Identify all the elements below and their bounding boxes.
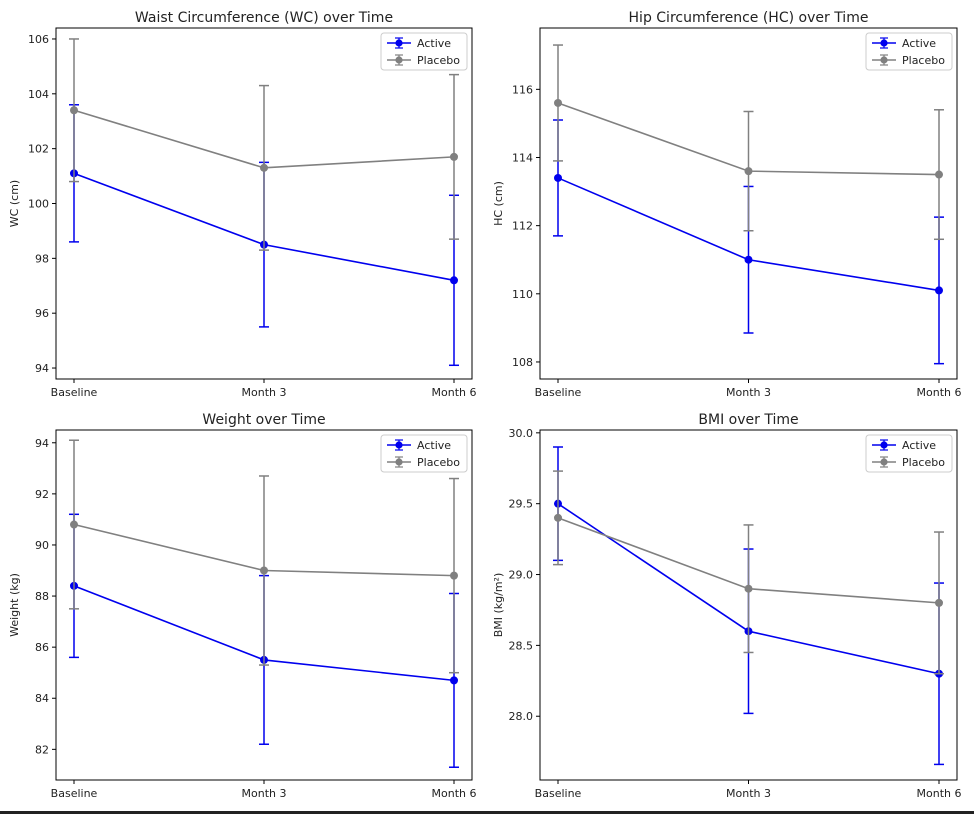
legend-label: Placebo	[417, 54, 460, 67]
y-tick-label: 112	[512, 220, 533, 233]
legend: Active Placebo	[380, 32, 468, 71]
data-point	[554, 173, 562, 182]
chart-panel-4: BMI over Time 28.0 28.5 29.0 29.5 30.0 Baselin…	[492, 412, 961, 800]
data-point	[744, 255, 753, 264]
data-point	[554, 513, 562, 522]
plot-frame	[55, 27, 473, 380]
legend-marker	[395, 39, 403, 47]
y-tick-label: 108	[512, 356, 533, 369]
x-tick-label: Baseline	[51, 787, 98, 800]
y-tick-label: 82	[35, 743, 49, 756]
y-tick-label: 30.0	[509, 427, 534, 440]
legend-label: Active	[417, 37, 451, 50]
legend-label: Active	[417, 439, 451, 452]
y-tick-label: 86	[35, 641, 49, 654]
series-placebo	[69, 38, 459, 251]
y-tick-label: 28.0	[509, 710, 534, 723]
legend-marker	[395, 56, 403, 64]
series-placebo	[69, 439, 459, 674]
x-tick-label: Month 3	[242, 787, 287, 800]
legend-marker	[880, 458, 888, 466]
y-axis-label: Weight (kg)	[8, 573, 21, 637]
legend: Active Placebo	[865, 32, 953, 71]
data-point	[450, 276, 458, 285]
chart-title: Weight over Time	[202, 412, 325, 428]
legend: Active Placebo	[865, 434, 953, 473]
plot-frame	[539, 27, 958, 380]
chart-title: Hip Circumference (HC) over Time	[629, 10, 869, 26]
legend-label: Placebo	[417, 456, 460, 469]
y-tick-label: 94	[35, 437, 49, 450]
legend-marker	[395, 458, 403, 466]
legend-marker	[880, 39, 888, 47]
legend-marker	[880, 56, 888, 64]
legend-label: Active	[902, 37, 936, 50]
data-point	[260, 566, 268, 575]
plot-frame	[55, 429, 473, 781]
y-tick-label: 90	[35, 539, 49, 552]
y-tick-label: 110	[512, 288, 533, 301]
x-tick-label: Month 6	[432, 386, 477, 399]
bottom-border	[0, 811, 974, 814]
legend-label: Active	[902, 439, 936, 452]
x-tick-label: Baseline	[535, 787, 582, 800]
x-tick-label: Month 3	[726, 386, 771, 399]
x-tick-label: Month 3	[242, 386, 287, 399]
y-tick-label: 94	[35, 362, 49, 375]
data-point	[450, 571, 458, 580]
y-tick-label: 88	[35, 590, 49, 603]
plot-frame	[539, 429, 958, 781]
y-tick-label: 96	[35, 307, 49, 320]
y-tick-label: 114	[512, 151, 533, 164]
y-tick-label: 100	[28, 198, 49, 211]
data-point	[935, 286, 943, 295]
data-point	[70, 520, 78, 529]
y-axis-label: BMI (kg/m²)	[492, 573, 505, 638]
y-tick-label: 29.5	[509, 498, 534, 511]
y-tick-label: 104	[28, 88, 49, 101]
data-point	[70, 106, 78, 115]
y-tick-label: 102	[28, 143, 49, 156]
y-tick-label: 106	[28, 33, 49, 46]
legend-marker	[395, 441, 403, 449]
x-tick-label: Month 6	[917, 386, 962, 399]
chart-panel-1: Waist Circumference (WC) over Time 94 96 98…	[8, 10, 476, 399]
legend-label: Placebo	[902, 456, 945, 469]
data-point	[744, 584, 753, 593]
legend-marker	[880, 441, 888, 449]
y-axis-label: WC (cm)	[8, 180, 21, 227]
chart-panel-3: Weight over Time 82 84 86 88 90 92 94 Baseline Mo…	[8, 412, 476, 800]
x-tick-label: Baseline	[51, 386, 98, 399]
series-placebo	[553, 44, 944, 241]
y-tick-label: 28.5	[509, 639, 534, 652]
data-point	[450, 676, 458, 685]
y-tick-label: 98	[35, 252, 49, 265]
x-tick-label: Baseline	[535, 386, 582, 399]
data-point	[935, 598, 943, 607]
legend: Active Placebo	[380, 434, 468, 473]
y-tick-label: 92	[35, 488, 49, 501]
chart-panel-2: Hip Circumference (HC) over Time 108 110 11…	[492, 10, 961, 399]
y-tick-label: 116	[512, 83, 533, 96]
data-point	[260, 163, 268, 172]
y-tick-label: 29.0	[509, 569, 534, 582]
legend-label: Placebo	[902, 54, 945, 67]
data-point	[554, 98, 562, 107]
y-axis-label: HC (cm)	[492, 181, 505, 226]
x-tick-label: Month 3	[726, 787, 771, 800]
chart-title: Waist Circumference (WC) over Time	[135, 10, 393, 26]
data-point	[450, 152, 458, 161]
chart-title: BMI over Time	[698, 412, 798, 428]
data-point	[744, 167, 753, 176]
x-tick-label: Month 6	[917, 787, 962, 800]
series-placebo	[553, 470, 944, 675]
x-tick-label: Month 6	[432, 787, 477, 800]
data-point	[935, 170, 943, 179]
y-tick-label: 84	[35, 692, 49, 705]
